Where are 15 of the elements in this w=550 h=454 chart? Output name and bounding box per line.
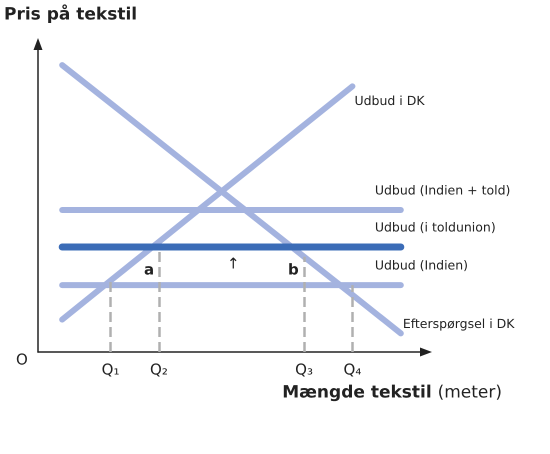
- series-label: Udbud (Indien): [374, 258, 468, 273]
- x-tick-label: Q₃: [295, 360, 313, 378]
- annotation: ↑: [227, 254, 240, 272]
- annotation: a: [144, 260, 154, 278]
- series-label: Udbud (i toldunion): [374, 219, 496, 234]
- x-tick-label: Q₁: [102, 360, 120, 378]
- x-tick-label: Q₂: [150, 360, 168, 378]
- x-tick-label: Q₄: [344, 360, 362, 378]
- series-label: Efterspørgsel i DK: [402, 316, 516, 331]
- series-label: Udbud i DK: [354, 92, 426, 108]
- text: O: [16, 350, 28, 368]
- annotation: b: [288, 260, 299, 278]
- y-axis-title: Pris på tekstil: [4, 4, 138, 24]
- x-axis-title: Mængde tekstil (meter): [282, 382, 502, 402]
- series-label: Udbud (Indien + told): [374, 182, 510, 198]
